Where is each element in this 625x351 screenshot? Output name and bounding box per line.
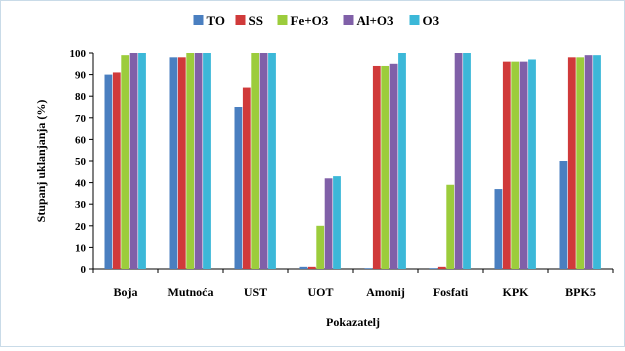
- x-category-label: Mutnoća: [168, 285, 214, 299]
- bar-fe-o3-4: [316, 225, 325, 269]
- legend-label: Al+O3: [357, 13, 395, 28]
- bar-al-o3-5: [389, 63, 398, 269]
- x-axis-title: Pokazatelj: [326, 315, 380, 329]
- bar-ss-5: [372, 65, 381, 270]
- bar-al-o3-4: [324, 178, 333, 269]
- y-tick-label: 40: [75, 178, 87, 190]
- x-category-label: UST: [244, 285, 267, 299]
- bar-fe-o3-2: [186, 53, 195, 269]
- legend-label: TO: [207, 13, 226, 28]
- bar-al-o3-8: [584, 55, 593, 269]
- bar-al-o3-6: [454, 53, 463, 269]
- y-axis: 0 10 20 30 40 50 60 70 80 90 100: [70, 48, 94, 276]
- bar-o3-2: [203, 53, 211, 269]
- y-tick-label: 80: [75, 91, 87, 103]
- legend: TO SS Fe+O3 Al+O3 O3: [193, 13, 440, 28]
- bar-to-4: [299, 266, 308, 269]
- bar-fe-o3-8: [576, 57, 585, 269]
- bar-al-o3-7: [519, 61, 528, 269]
- bar-ss-6: [437, 266, 446, 269]
- y-tick-label: 30: [75, 199, 87, 211]
- bar-fe-o3-7: [511, 61, 520, 269]
- bar-o3-6: [463, 53, 471, 269]
- bar-fe-o3-5: [381, 65, 390, 270]
- legend-swatch: [343, 15, 354, 25]
- bar-al-o3-3: [259, 53, 268, 269]
- y-tick-label: 90: [75, 70, 87, 82]
- bar-chart: TO SS Fe+O3 Al+O3 O3 0102030405060708090100 …: [34, 13, 614, 329]
- legend-swatch: [277, 15, 288, 25]
- bar-ss-4: [307, 266, 316, 269]
- bars: [104, 53, 601, 270]
- x-category-label: UOT: [307, 285, 333, 299]
- bar-ss-3: [242, 87, 251, 269]
- y-tick-label: 50: [75, 156, 87, 168]
- bar-o3-8: [593, 55, 601, 269]
- bar-ss-7: [502, 61, 511, 269]
- x-category-label: KPK: [503, 285, 530, 299]
- y-tick-label: 0: [81, 264, 87, 276]
- bar-fe-o3-3: [251, 53, 260, 269]
- y-tick-label: 10: [75, 242, 87, 254]
- x-category-label: BPK5: [565, 285, 596, 299]
- bar-to-7: [494, 189, 503, 269]
- bar-o3-1: [138, 53, 146, 269]
- x-category-label: Fosfati: [433, 285, 469, 299]
- bar-to-5: [364, 268, 373, 269]
- bar-to-6: [429, 268, 438, 269]
- bar-to-3: [234, 107, 243, 269]
- x-category-label: Amonij: [366, 285, 405, 299]
- legend-swatch: [409, 15, 420, 25]
- x-category-label: Boja: [114, 285, 138, 299]
- y-tick-label: 100: [70, 48, 87, 60]
- bar-o3-7: [528, 59, 536, 270]
- y-axis-title: Stupanj uklanjanja (%): [34, 100, 48, 223]
- bar-o3-5: [398, 53, 406, 269]
- bar-to-2: [169, 57, 178, 269]
- legend-label: Fe+O3: [291, 13, 329, 28]
- x-axis: Boja Mutnoća UST UOT Amonij Fosfati KPK BPK5: [92, 268, 614, 299]
- legend-swatch: [193, 15, 204, 25]
- bar-o3-3: [268, 53, 276, 269]
- bar-o3-4: [333, 176, 341, 269]
- legend-label: SS: [249, 13, 263, 28]
- legend-label: O3: [423, 13, 440, 28]
- bar-ss-8: [567, 57, 576, 269]
- legend-swatch: [235, 15, 246, 25]
- bar-to-8: [559, 161, 568, 269]
- y-tick-label: 70: [75, 113, 87, 125]
- bar-ss-2: [177, 57, 186, 269]
- bar-to-1: [104, 74, 113, 269]
- y-tick-label: 60: [75, 134, 87, 146]
- bar-fe-o3-6: [446, 184, 455, 269]
- bar-fe-o3-1: [121, 55, 130, 269]
- bar-al-o3-1: [129, 53, 138, 269]
- bar-ss-1: [112, 72, 121, 269]
- bar-al-o3-2: [194, 53, 203, 269]
- y-tick-label: 20: [75, 221, 87, 233]
